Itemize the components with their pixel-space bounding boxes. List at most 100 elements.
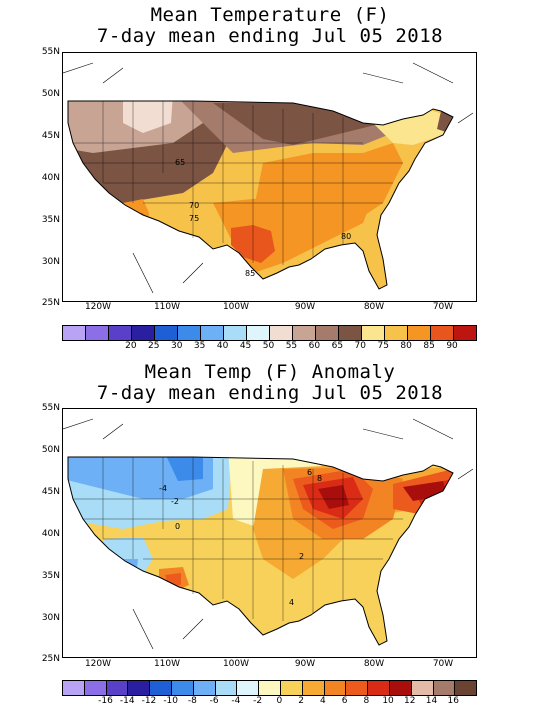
legend-swatch: [86, 326, 109, 340]
legend-swatch: [63, 326, 86, 340]
legend-label: 85: [423, 341, 435, 351]
legend-swatch: [339, 326, 362, 340]
legend-label: 40: [216, 341, 229, 351]
contour-label: 6: [307, 468, 312, 477]
legend-swatch: [431, 326, 454, 340]
lat-label: 35N: [41, 571, 60, 581]
color-legend: [62, 325, 477, 341]
legend-label: -2: [253, 696, 263, 706]
lon-label: 100W: [222, 659, 250, 669]
lat-label: 25N: [41, 654, 60, 664]
legend-swatch: [224, 326, 247, 340]
legend-swatch: [324, 681, 347, 695]
legend-label: -8: [187, 696, 197, 706]
lon-label: 90W: [294, 302, 316, 312]
legend-label: 2: [298, 696, 304, 706]
lat-label: 50N: [41, 445, 60, 455]
legend-swatch: [270, 326, 293, 340]
lon-label: 110W: [153, 302, 181, 312]
lat-label: 55N: [41, 403, 60, 413]
legend-label: -4: [231, 696, 241, 706]
legend-swatch: [259, 681, 281, 695]
lon-label: 100W: [222, 302, 250, 312]
lon-label: 110W: [153, 659, 181, 669]
legend-label: -16: [98, 696, 113, 706]
contour-label: 85: [245, 269, 255, 278]
lon-label: 120W: [84, 302, 112, 312]
anomaly-map: -4 -2 0 2 4 6 8: [62, 408, 477, 658]
legend-swatch: [63, 681, 85, 695]
legend-label: 8: [363, 696, 370, 706]
legend-label: 55: [285, 341, 298, 351]
lat-label: 55N: [41, 47, 60, 57]
legend-label: -10: [163, 696, 179, 706]
lat-label: 45N: [41, 131, 60, 141]
legend-swatch: [389, 681, 412, 695]
legend-swatch: [109, 326, 132, 340]
contour-label: 65: [175, 158, 185, 167]
legend-label: -6: [209, 696, 219, 706]
lon-label: 70W: [432, 659, 454, 669]
legend-label: 4: [319, 696, 326, 706]
legend-swatch: [362, 326, 385, 340]
legend-swatch: [346, 681, 369, 695]
temperature-map: 65 70 75 80 85: [62, 52, 477, 302]
lon-label: 70W: [432, 302, 454, 312]
legend-swatch: [171, 681, 194, 695]
color-legend: [62, 680, 477, 696]
lat-label: 50N: [41, 89, 60, 99]
legend-swatch: [302, 681, 325, 695]
legend-label: 65: [331, 341, 344, 351]
legend-swatch: [368, 681, 390, 695]
legend-swatch: [411, 681, 434, 695]
lon-label: 80W: [363, 659, 385, 669]
lat-label: 45N: [41, 487, 60, 497]
legend-label: 10: [382, 696, 394, 706]
legend-swatch: [106, 681, 129, 695]
legend-label: 12: [404, 696, 416, 706]
map-title: Mean Temp (F) Anomaly: [144, 361, 396, 383]
legend-swatch: [193, 681, 216, 695]
lat-label: 40N: [41, 173, 60, 183]
lon-label: 80W: [363, 302, 385, 312]
legend-label: 35: [193, 341, 206, 351]
legend-label: 70: [354, 341, 366, 351]
legend-label: 16: [447, 696, 459, 706]
contour-label: 2: [299, 552, 304, 561]
contour-label: 0: [175, 522, 180, 531]
contour-label: 4: [289, 598, 294, 607]
legend-label: 6: [341, 696, 348, 706]
contour-label: 8: [317, 474, 322, 483]
legend-label: 90: [446, 341, 458, 351]
map-subtitle: 7-day mean ending Jul 05 2018: [96, 382, 444, 404]
legend-label: 30: [170, 341, 183, 351]
lat-label: 40N: [41, 529, 60, 539]
legend-swatch: [293, 326, 316, 340]
legend-label: 14: [425, 696, 438, 706]
lon-label: 90W: [294, 659, 316, 669]
legend-swatch: [128, 681, 151, 695]
contour-label: 80: [341, 232, 351, 241]
legend-swatch: [178, 326, 201, 340]
legend-swatch: [150, 681, 172, 695]
contour-label: -4: [159, 484, 167, 493]
legend-swatch: [84, 681, 107, 695]
legend-swatch: [201, 326, 224, 340]
legend-swatch: [385, 326, 408, 340]
map-subtitle: 7-day mean ending Jul 05 2018: [96, 25, 444, 47]
legend-swatch: [433, 681, 456, 695]
legend-label: -14: [119, 696, 135, 706]
legend-label: 0: [276, 696, 283, 706]
legend-swatch: [237, 681, 260, 695]
legend-label: 25: [148, 341, 160, 351]
map-title: Mean Temperature (F): [150, 4, 390, 26]
legend-label: 80: [400, 341, 412, 351]
contour-label: 75: [189, 214, 199, 223]
legend-swatch: [454, 326, 476, 340]
legend-label: 60: [308, 341, 321, 351]
lat-label: 25N: [41, 298, 60, 308]
legend-swatch: [316, 326, 339, 340]
contour-label: -2: [171, 497, 179, 506]
legend-label: -12: [141, 696, 157, 706]
legend-swatch: [155, 326, 178, 340]
